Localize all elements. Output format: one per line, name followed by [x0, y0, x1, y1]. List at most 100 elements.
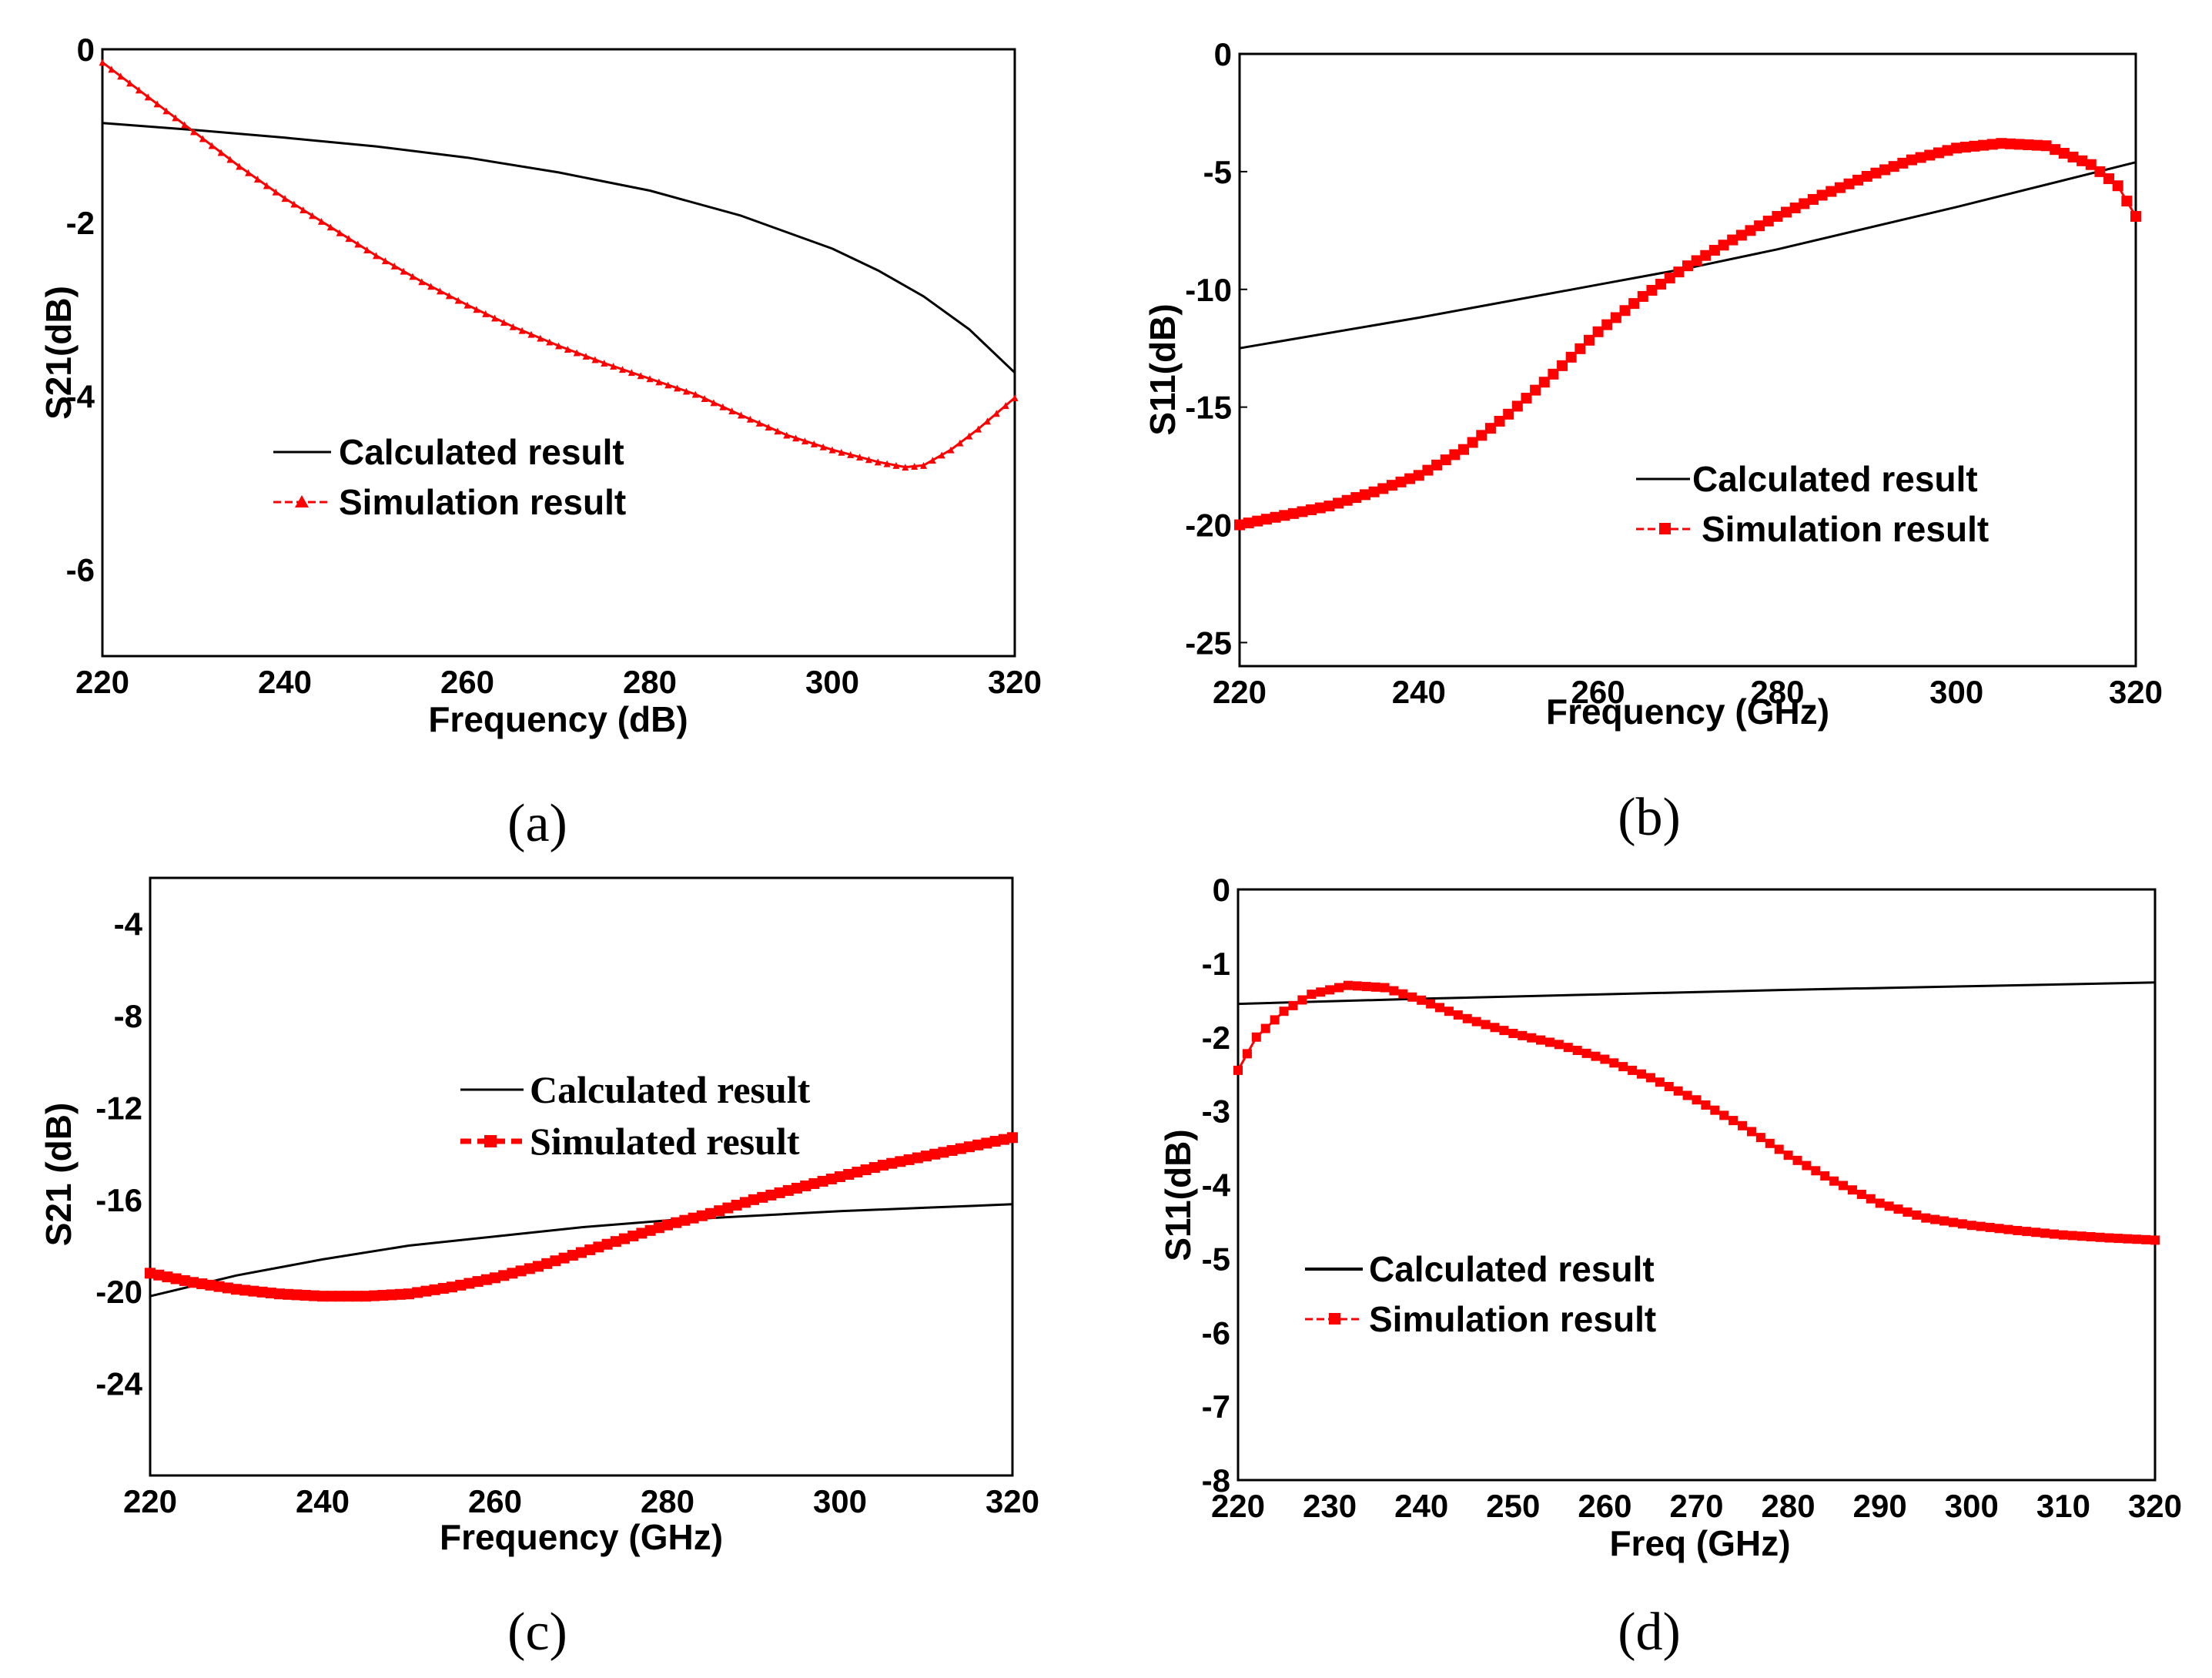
data-point-b	[1637, 290, 1648, 302]
data-point-b	[1503, 408, 1514, 420]
panel-label-a: (a)	[507, 794, 567, 853]
data-point-b	[1565, 351, 1577, 363]
data-point-a	[226, 156, 234, 163]
data-point-c	[662, 1219, 673, 1231]
y-tick-label-b: -15	[1185, 390, 1232, 426]
data-point-c	[912, 1152, 923, 1164]
data-point-c	[265, 1288, 276, 1299]
data-point-a	[892, 461, 900, 469]
data-point-c	[981, 1137, 992, 1149]
data-point-a	[418, 278, 426, 286]
data-point-b	[2130, 210, 2141, 222]
data-point-c	[283, 1288, 294, 1300]
data-point-d	[1847, 1185, 1857, 1195]
data-point-d	[1242, 1049, 1252, 1059]
plot-frame-d	[1237, 888, 2157, 1482]
data-point-d	[1710, 1105, 1720, 1115]
data-point-d	[2141, 1234, 2151, 1244]
data-point-d	[1435, 1003, 1445, 1013]
data-point-c	[145, 1268, 156, 1279]
data-point-c	[188, 1277, 199, 1288]
data-point-a	[828, 446, 836, 454]
data-point-d	[1902, 1207, 1912, 1217]
data-point-a	[738, 411, 745, 419]
data-point-c	[731, 1200, 742, 1211]
data-point-b	[1287, 507, 1299, 519]
data-point-b	[1951, 142, 1963, 154]
data-point-d	[1417, 995, 1427, 1005]
data-point-c	[671, 1217, 682, 1228]
data-point-d	[1297, 995, 1307, 1005]
data-point-c	[627, 1231, 639, 1242]
data-point-d	[1508, 1028, 1518, 1038]
data-point-b	[1333, 497, 1344, 509]
legend-label-simulation-a: Simulation result	[339, 482, 626, 522]
data-point-a	[920, 461, 927, 469]
data-point-c	[420, 1285, 432, 1297]
data-point-b	[1449, 449, 1461, 461]
data-point-d	[1765, 1138, 1775, 1148]
data-point-d	[1746, 1127, 1756, 1137]
data-point-d	[1581, 1048, 1591, 1058]
data-point-a	[601, 360, 608, 367]
data-point-d	[2086, 1231, 2096, 1241]
data-point-d	[1783, 1150, 1793, 1161]
data-point-a	[627, 369, 635, 377]
data-point-a	[965, 432, 973, 440]
data-point-c	[782, 1184, 794, 1196]
data-point-c	[722, 1202, 734, 1214]
data-point-c	[403, 1288, 414, 1300]
data-point-c	[593, 1241, 604, 1253]
data-point-d	[1637, 1069, 1647, 1079]
x-tick-label-d: 280	[1762, 1488, 1815, 1524]
data-point-c	[515, 1265, 527, 1277]
data-point-d	[1334, 983, 1344, 993]
data-point-d	[1490, 1023, 1500, 1033]
data-point-b	[1799, 198, 1810, 209]
data-point-b	[1959, 142, 1971, 153]
data-point-c	[860, 1164, 872, 1176]
data-point-d	[1628, 1065, 1638, 1075]
data-point-d	[1792, 1155, 1802, 1165]
data-point-a	[911, 462, 919, 470]
data-point-a	[847, 450, 855, 458]
data-point-d	[1820, 1171, 1830, 1181]
data-point-d	[1866, 1194, 1876, 1204]
data-point-a	[300, 206, 307, 213]
data-point-c	[162, 1271, 173, 1283]
series-line-calculated-c	[149, 1203, 1013, 1298]
data-point-b	[1996, 138, 2007, 149]
legend-marker-simulation-b	[1659, 523, 1671, 534]
data-point-d	[1802, 1161, 1812, 1171]
data-point-b	[1942, 145, 1953, 156]
data-point-b	[1252, 515, 1263, 527]
x-tick-label-d: 290	[1853, 1488, 1907, 1524]
data-point-b	[1727, 234, 1738, 246]
data-point-d	[1352, 981, 1362, 991]
data-point-a	[409, 273, 417, 280]
x-tick-label-c: 320	[986, 1483, 1039, 1519]
data-point-a	[929, 457, 936, 464]
data-point-a	[582, 353, 590, 360]
data-point-d	[1856, 1189, 1866, 1199]
data-point-a	[245, 169, 253, 176]
data-point-c	[213, 1281, 225, 1292]
y-tick-label-c: -12	[95, 1090, 142, 1126]
x-tick-label-c: 240	[296, 1483, 350, 1519]
data-point-b	[1467, 437, 1478, 448]
legend-label-calculated-c: Calculated result	[530, 1068, 811, 1111]
plot-frame-b	[1238, 52, 2137, 668]
data-point-a	[956, 439, 964, 447]
data-point-c	[584, 1244, 596, 1255]
data-point-a	[856, 454, 864, 461]
data-point-c	[610, 1236, 621, 1248]
data-point-a	[290, 200, 298, 208]
legend-marker-simulation-c	[484, 1135, 497, 1147]
data-point-d	[1389, 986, 1399, 996]
data-point-d	[1939, 1216, 1949, 1226]
x-axis-label-b: Frequency (GHz)	[1546, 692, 1829, 732]
data-point-d	[1884, 1201, 1894, 1211]
data-point-b	[1521, 393, 1532, 404]
x-axis-label-a: Frequency (dB)	[428, 699, 688, 739]
